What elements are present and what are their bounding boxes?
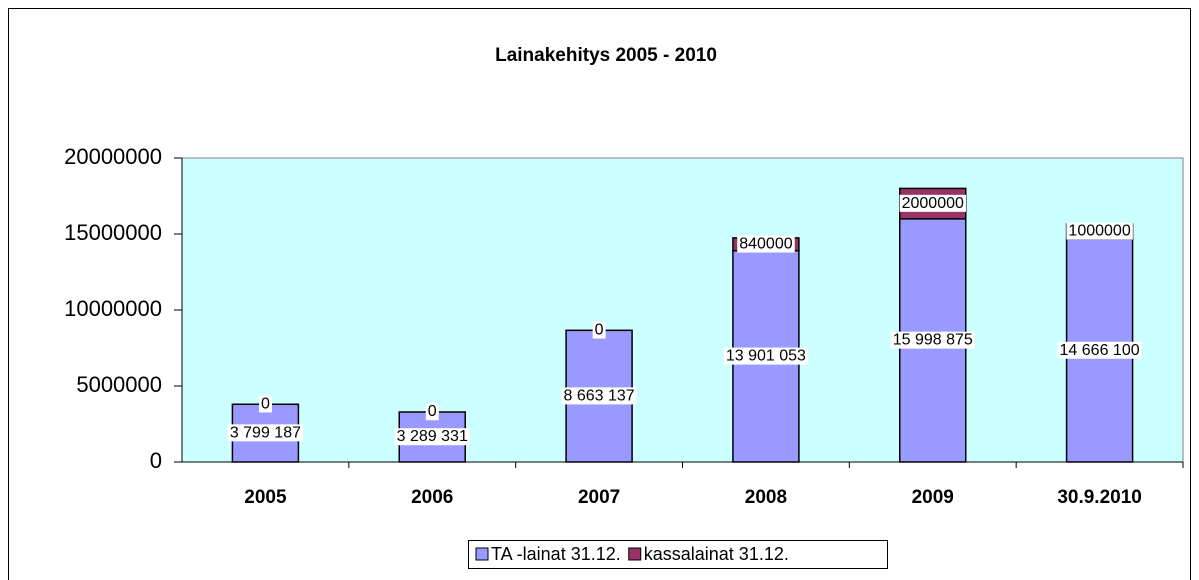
value-label: 3 799 187 bbox=[230, 424, 301, 441]
legend-label: TA -lainat 31.12. bbox=[491, 544, 621, 564]
value-label-bg bbox=[227, 424, 304, 442]
value-label-bg bbox=[394, 428, 470, 446]
legend-box bbox=[468, 540, 888, 569]
value-label-bg bbox=[899, 194, 966, 212]
value-label: 0 bbox=[428, 403, 437, 420]
value-label-bg bbox=[425, 403, 439, 421]
value-label: 8 663 137 bbox=[563, 387, 634, 404]
value-label: 0 bbox=[595, 322, 604, 339]
legend-swatch bbox=[628, 547, 642, 561]
value-label-bg bbox=[1057, 341, 1142, 359]
value-label: 13 901 053 bbox=[726, 348, 806, 365]
value-label: 1000000 bbox=[1068, 223, 1130, 240]
legend-swatch bbox=[475, 547, 489, 561]
value-label-bg bbox=[592, 321, 606, 339]
value-label-bg bbox=[258, 395, 272, 413]
y-tick-label: 0 bbox=[150, 448, 162, 473]
value-label: 840000 bbox=[739, 236, 792, 253]
value-label-bg bbox=[1066, 222, 1133, 240]
value-label: 14 666 100 bbox=[1060, 342, 1140, 359]
chart-title: Lainakehitys 2005 - 2010 bbox=[495, 45, 717, 66]
y-tick-label: 10000000 bbox=[64, 296, 162, 321]
x-tick-label: 2005 bbox=[244, 487, 287, 508]
value-label-bg bbox=[723, 347, 809, 365]
plot-area bbox=[181, 157, 1184, 463]
x-tick-label: 2009 bbox=[912, 487, 954, 508]
value-label-bg bbox=[561, 387, 637, 405]
value-label: 0 bbox=[261, 395, 270, 412]
x-tick-label: 2006 bbox=[411, 487, 453, 508]
x-tick-label: 2008 bbox=[745, 487, 787, 508]
y-tick-label: 5000000 bbox=[76, 372, 162, 397]
y-tick-label: 15000000 bbox=[64, 220, 162, 245]
value-label: 15 998 875 bbox=[893, 332, 973, 349]
legend-label: kassalainat 31.12. bbox=[644, 544, 789, 564]
value-label: 2000000 bbox=[902, 195, 964, 212]
value-label: 3 289 331 bbox=[397, 428, 468, 445]
value-label-bg bbox=[890, 331, 975, 349]
x-tick-label: 2007 bbox=[578, 487, 620, 508]
x-tick-label: 30.9.2010 bbox=[1057, 487, 1142, 508]
value-label-bg bbox=[737, 235, 795, 253]
y-tick-label: 20000000 bbox=[64, 144, 162, 169]
